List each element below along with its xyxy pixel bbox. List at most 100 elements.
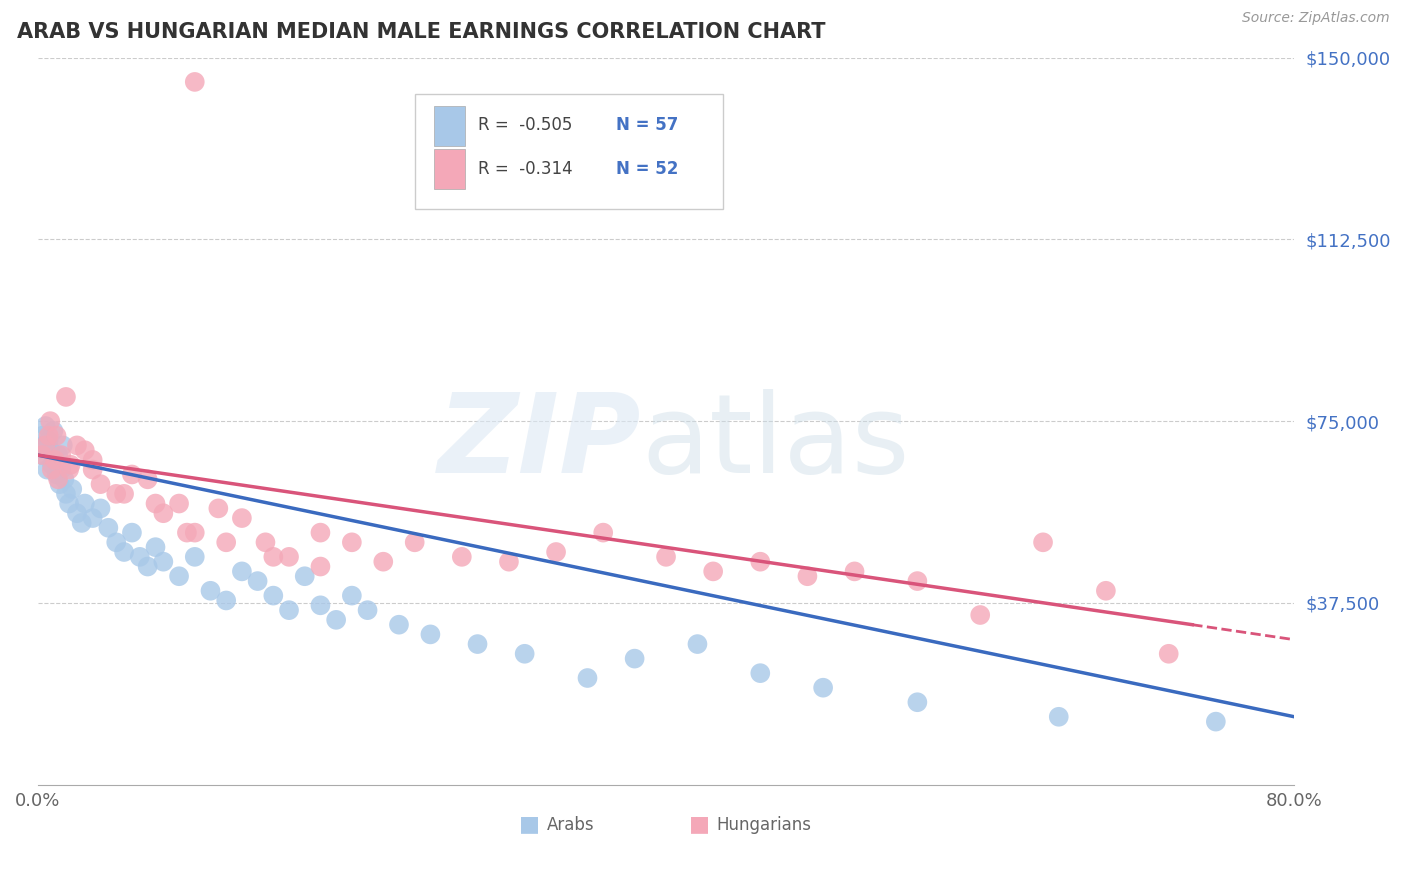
Point [46, 448, 69, 462]
Point [42, 424, 65, 438]
Point [70, 516, 93, 530]
Point [73, 443, 96, 458]
Point [254, 535, 277, 549]
Point [167, 497, 190, 511]
Point [309, 559, 332, 574]
Point [48, 477, 70, 491]
Point [34, 438, 56, 452]
Point [82, 453, 104, 467]
Point [796, 569, 818, 583]
Point [55, 487, 77, 501]
Point [145, 497, 167, 511]
Point [467, 637, 489, 651]
Point [340, 535, 363, 549]
Point [231, 511, 253, 525]
Point [31, 428, 53, 442]
Text: N = 52: N = 52 [616, 160, 678, 178]
Point [278, 603, 301, 617]
Point [1032, 535, 1054, 549]
Point [1095, 583, 1118, 598]
Point [136, 472, 159, 486]
Text: R =  -0.314: R = -0.314 [478, 160, 572, 178]
Point [905, 574, 928, 588]
Point [82, 511, 104, 525]
Point [356, 603, 378, 617]
Text: ZIP: ZIP [437, 390, 641, 497]
Point [51, 462, 73, 476]
Point [294, 569, 316, 583]
Point [44, 453, 66, 467]
Point [145, 540, 167, 554]
Point [89, 477, 111, 491]
Text: atlas: atlas [641, 390, 910, 497]
Point [702, 565, 724, 579]
FancyBboxPatch shape [433, 105, 465, 145]
Text: ■: ■ [519, 814, 540, 835]
Point [325, 613, 347, 627]
Point [55, 390, 77, 404]
Point [184, 549, 207, 564]
Point [32, 438, 55, 452]
Point [309, 525, 332, 540]
Point [231, 565, 253, 579]
Point [207, 501, 229, 516]
Point [89, 501, 111, 516]
Point [811, 681, 834, 695]
Point [34, 419, 56, 434]
Point [576, 671, 599, 685]
Point [73, 497, 96, 511]
Point [167, 569, 190, 583]
FancyBboxPatch shape [415, 94, 723, 209]
Point [38, 428, 60, 442]
Point [262, 549, 284, 564]
Point [31, 448, 53, 462]
Text: R =  -0.505: R = -0.505 [478, 116, 572, 135]
Point [53, 472, 76, 486]
Point [215, 593, 238, 607]
Text: Arabs: Arabs [547, 815, 595, 834]
Point [498, 555, 520, 569]
Point [1205, 714, 1227, 729]
Point [623, 651, 645, 665]
Point [82, 462, 104, 476]
Point [38, 434, 60, 448]
Point [686, 637, 709, 651]
Point [749, 555, 772, 569]
Point [59, 458, 82, 472]
Point [58, 497, 80, 511]
Point [121, 525, 143, 540]
Point [176, 525, 198, 540]
Point [184, 525, 207, 540]
Point [58, 462, 80, 476]
Point [105, 535, 128, 549]
Point [246, 574, 269, 588]
Point [905, 695, 928, 709]
Point [52, 438, 75, 452]
Point [112, 545, 135, 559]
Point [66, 438, 89, 452]
Point [450, 549, 472, 564]
Point [419, 627, 441, 641]
Point [41, 462, 63, 476]
FancyBboxPatch shape [433, 149, 465, 189]
Point [39, 443, 62, 458]
Point [37, 462, 59, 476]
Point [262, 589, 284, 603]
Point [969, 607, 991, 622]
Point [97, 521, 120, 535]
Point [388, 617, 411, 632]
Point [45, 467, 67, 482]
Point [121, 467, 143, 482]
Point [513, 647, 536, 661]
Point [200, 583, 222, 598]
Point [41, 458, 63, 472]
Text: ■: ■ [689, 814, 710, 835]
Point [112, 487, 135, 501]
Point [152, 555, 174, 569]
Point [51, 448, 73, 462]
Text: Hungarians: Hungarians [716, 815, 811, 834]
Point [749, 666, 772, 681]
Point [592, 525, 614, 540]
Point [184, 75, 207, 89]
Point [404, 535, 426, 549]
